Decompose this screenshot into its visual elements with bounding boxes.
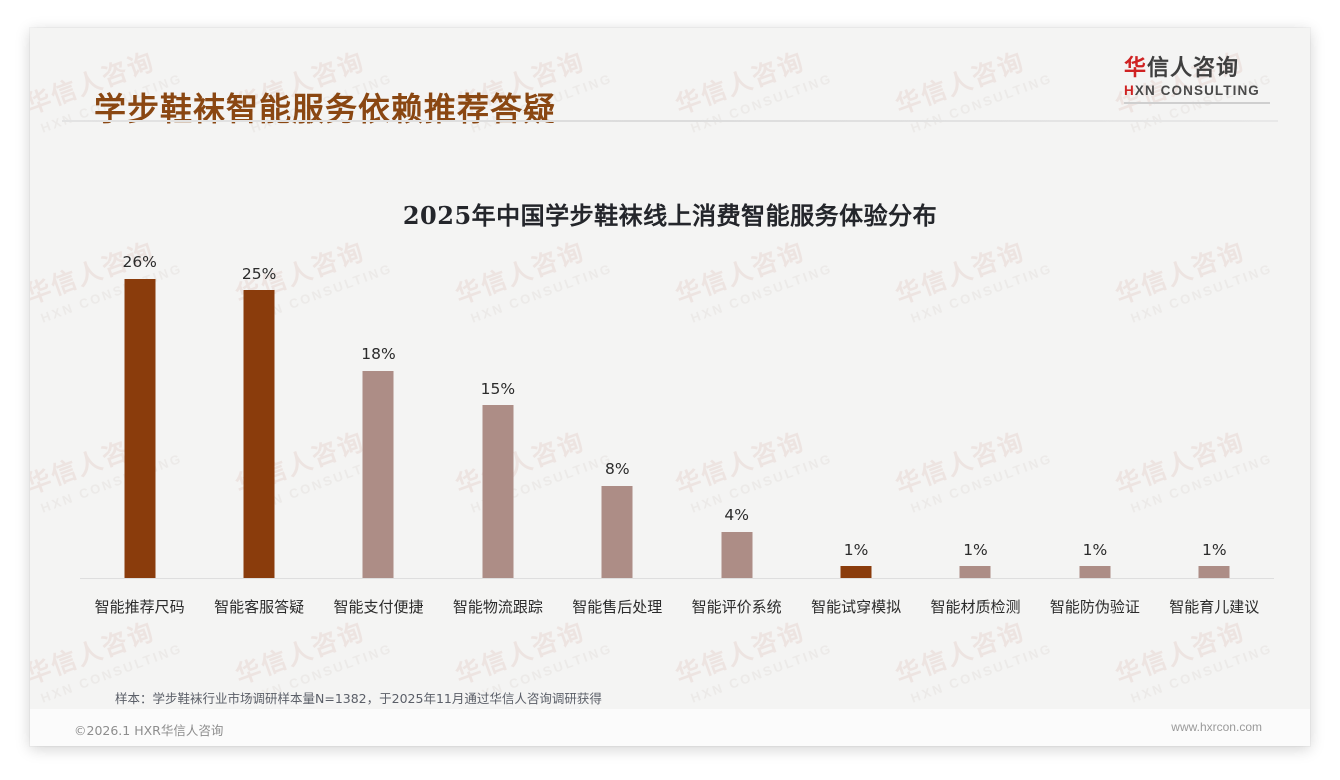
x-axis-label: 智能试穿模拟 <box>811 598 902 616</box>
bar[interactable] <box>482 405 514 578</box>
company-logo: 华信人咨询 HXN CONSULTING <box>1124 56 1270 105</box>
bar-group: 4% 智能评价系统 <box>677 278 796 616</box>
bar-group: 18% 智能支付便捷 <box>319 278 438 616</box>
bar[interactable] <box>840 566 872 578</box>
page-title: 学步鞋袜智能服务依赖推荐答疑 <box>94 90 557 128</box>
x-axis-label: 智能推荐尺码 <box>94 598 185 616</box>
bar-group: 1% 智能防伪验证 <box>1035 278 1154 617</box>
bar-value-label: 25% <box>241 264 277 283</box>
x-axis-label: 智能售后处理 <box>572 598 663 616</box>
bar-group: 25% 智能客服答疑 <box>199 265 318 617</box>
bar-group: 8% 智能售后处理 <box>558 278 677 616</box>
chart-baseline <box>80 577 1274 579</box>
bar[interactable] <box>1079 566 1111 578</box>
bar-group: 1% 智能试穿模拟 <box>796 278 915 617</box>
x-axis-label: 智能支付便捷 <box>333 598 424 616</box>
bar[interactable] <box>721 531 753 578</box>
bar[interactable] <box>959 566 991 578</box>
slide-canvas: 华信人咨询 HXN CONSULTING 华信人咨询 HXN CONSULTING 华信… <box>30 28 1310 746</box>
website-url[interactable]: www.hxrcon.com <box>1171 720 1262 734</box>
logo-english-text: HXN CONSULTING <box>1124 83 1270 98</box>
logo-chinese-text: 华信人咨询 <box>1124 56 1270 81</box>
chart-container: 2025年中国学步鞋袜线上消费智能服务体验分布 26% 智能推荐尺码 25% 智能客服… <box>30 128 1310 648</box>
x-axis-label: 智能评价系统 <box>691 598 782 616</box>
bar-chart-plot: 26% 智能推荐尺码 25% 智能客服答疑 18% 智能支付便捷 15% 智能物流跟踪 8% 智能… <box>80 253 1274 617</box>
chart-title: 2025年中国学步鞋袜线上消费智能服务体验分布 <box>402 201 938 230</box>
bar-value-label: 1% <box>843 540 869 559</box>
bar-value-label: 4% <box>724 506 749 524</box>
bar-value-label: 18% <box>361 345 396 363</box>
slide-footer: ©2026.1 HXR华信人咨询 www.hxrcon.com <box>30 709 1310 746</box>
bar-group: 15% 智能物流跟踪 <box>438 278 557 617</box>
slide-header: 学步鞋袜智能服务依赖推荐答疑 华信人咨询 HXN CONSULTING <box>30 28 1310 128</box>
bar-value-label: 8% <box>604 460 630 478</box>
bar-value-label: 15% <box>480 379 516 398</box>
bar[interactable] <box>362 370 394 578</box>
bar[interactable] <box>243 290 275 578</box>
source-footnote: 样本：学步鞋袜行业市场调研样本量N=1382，于2025年11月通过华信人咨询调… <box>115 691 602 706</box>
x-axis-label: 智能防伪验证 <box>1049 598 1140 616</box>
x-axis-label: 智能物流跟踪 <box>452 598 543 616</box>
logo-en-accent: H <box>1124 83 1135 99</box>
bar-value-label: 26% <box>122 253 157 271</box>
logo-cn-accent: 华 <box>1124 56 1148 81</box>
copyright-text: ©2026.1 HXR华信人咨询 <box>74 723 224 738</box>
bar[interactable] <box>124 278 156 578</box>
bar[interactable] <box>1198 566 1230 578</box>
x-axis-label: 智能客服答疑 <box>214 598 305 616</box>
bar-group: 1% 智能材质检测 <box>916 278 1035 617</box>
bar[interactable] <box>601 485 633 578</box>
bar-group: 1% 智能育儿建议 <box>1155 278 1274 617</box>
bar-value-label: 1% <box>1201 540 1227 559</box>
bar-group: 26% 智能推荐尺码 <box>80 253 199 616</box>
bar-value-label: 1% <box>963 540 988 559</box>
header-divider <box>62 120 1278 122</box>
bar-value-label: 1% <box>1082 540 1108 559</box>
logo-cn-rest: 信人咨询 <box>1147 56 1240 81</box>
logo-en-rest: XN CONSULTING <box>1134 83 1260 99</box>
x-axis-label: 智能育儿建议 <box>1169 598 1260 616</box>
x-axis-label: 智能材质检测 <box>930 598 1021 616</box>
